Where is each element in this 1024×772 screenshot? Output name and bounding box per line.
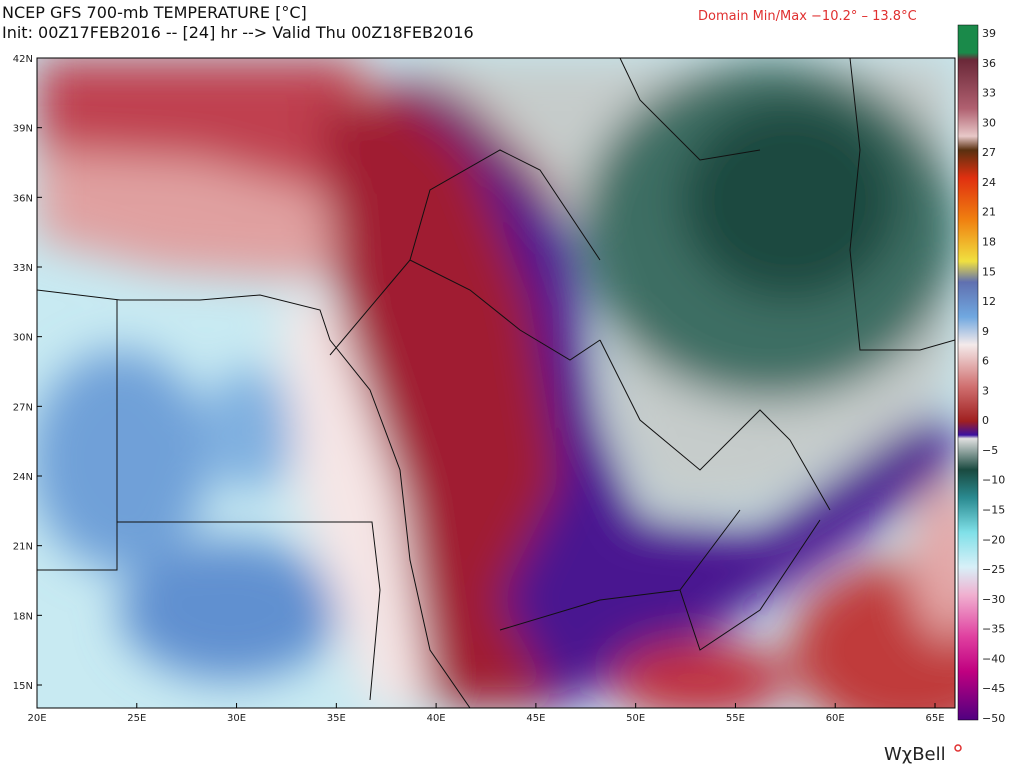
lon-labels: 20E 25E 30E 35E 40E 45E 50E 55E 60E 65E — [27, 703, 945, 724]
lat-label: 21N — [13, 542, 33, 553]
lat-label: 18N — [13, 611, 33, 622]
colorbar-label: 21 — [982, 206, 996, 219]
colorbar-label: −40 — [982, 652, 1005, 665]
colorbar-label: 9 — [982, 325, 989, 338]
title: NCEP GFS 700-mb TEMPERATURE [°C] — [2, 3, 307, 22]
colorbar-label: −10 — [982, 474, 1005, 487]
borders — [37, 58, 955, 708]
lat-label: 36N — [13, 193, 33, 204]
lat-label: 33N — [13, 263, 33, 274]
lat-label: 24N — [13, 472, 33, 483]
colorbar-label: 12 — [982, 295, 996, 308]
lon-label: 65E — [925, 713, 944, 724]
map-frame — [36, 57, 956, 709]
init-line: Init: 00Z17FEB2016 -- [24] hr --> Valid … — [2, 23, 474, 42]
lon-label: 30E — [227, 713, 246, 724]
colorbar-label: 18 — [982, 235, 996, 248]
colorbar-label: 15 — [982, 265, 996, 278]
lon-label: 25E — [127, 713, 146, 724]
lat-label: 27N — [13, 402, 33, 413]
lat-label: 30N — [13, 333, 33, 344]
colorbar-label: −50 — [982, 712, 1005, 725]
logo: WχBell — [884, 744, 946, 765]
colorbar-label: −20 — [982, 533, 1005, 546]
lat-labels: 42N 39N 36N 33N 30N 27N 24N 21N 18N 15N — [13, 54, 42, 692]
colorbar-label: 36 — [982, 57, 996, 70]
colorbar-label: 27 — [982, 146, 996, 159]
colorbar-label: 6 — [982, 355, 989, 368]
lon-label: 35E — [327, 713, 346, 724]
colorbar-label: −15 — [982, 504, 1005, 517]
lon-label: 20E — [27, 713, 46, 724]
colorbar-label: 39 — [982, 27, 996, 40]
lon-label: 60E — [826, 713, 845, 724]
lat-label: 39N — [13, 124, 33, 135]
colorbar-labels: 393633302724211815129630−5−10−15−20−25−3… — [982, 27, 1005, 725]
lat-label: 42N — [13, 54, 33, 65]
colorbar-label: 24 — [982, 176, 996, 189]
colorbar-label: 3 — [982, 384, 989, 397]
lon-label: 55E — [726, 713, 745, 724]
colorbar-label: −30 — [982, 593, 1005, 606]
domain-minmax: Domain Min/Max −10.2° – 13.8°C — [698, 9, 917, 24]
colorbar-label: −5 — [982, 444, 998, 457]
lat-label: 15N — [13, 681, 33, 692]
colorbar-label: 0 — [982, 414, 989, 427]
colorbar-label: −25 — [982, 563, 1005, 576]
logo-dot — [954, 744, 962, 752]
colorbar-label: −45 — [982, 682, 1005, 695]
lon-label: 40E — [427, 713, 446, 724]
colorbar-label: 33 — [982, 87, 996, 100]
colorbar — [957, 24, 979, 721]
temperature-field — [37, 58, 955, 708]
colorbar-label: 30 — [982, 116, 996, 129]
lon-label: 45E — [526, 713, 545, 724]
lon-label: 50E — [626, 713, 645, 724]
colorbar-label: −35 — [982, 623, 1005, 636]
